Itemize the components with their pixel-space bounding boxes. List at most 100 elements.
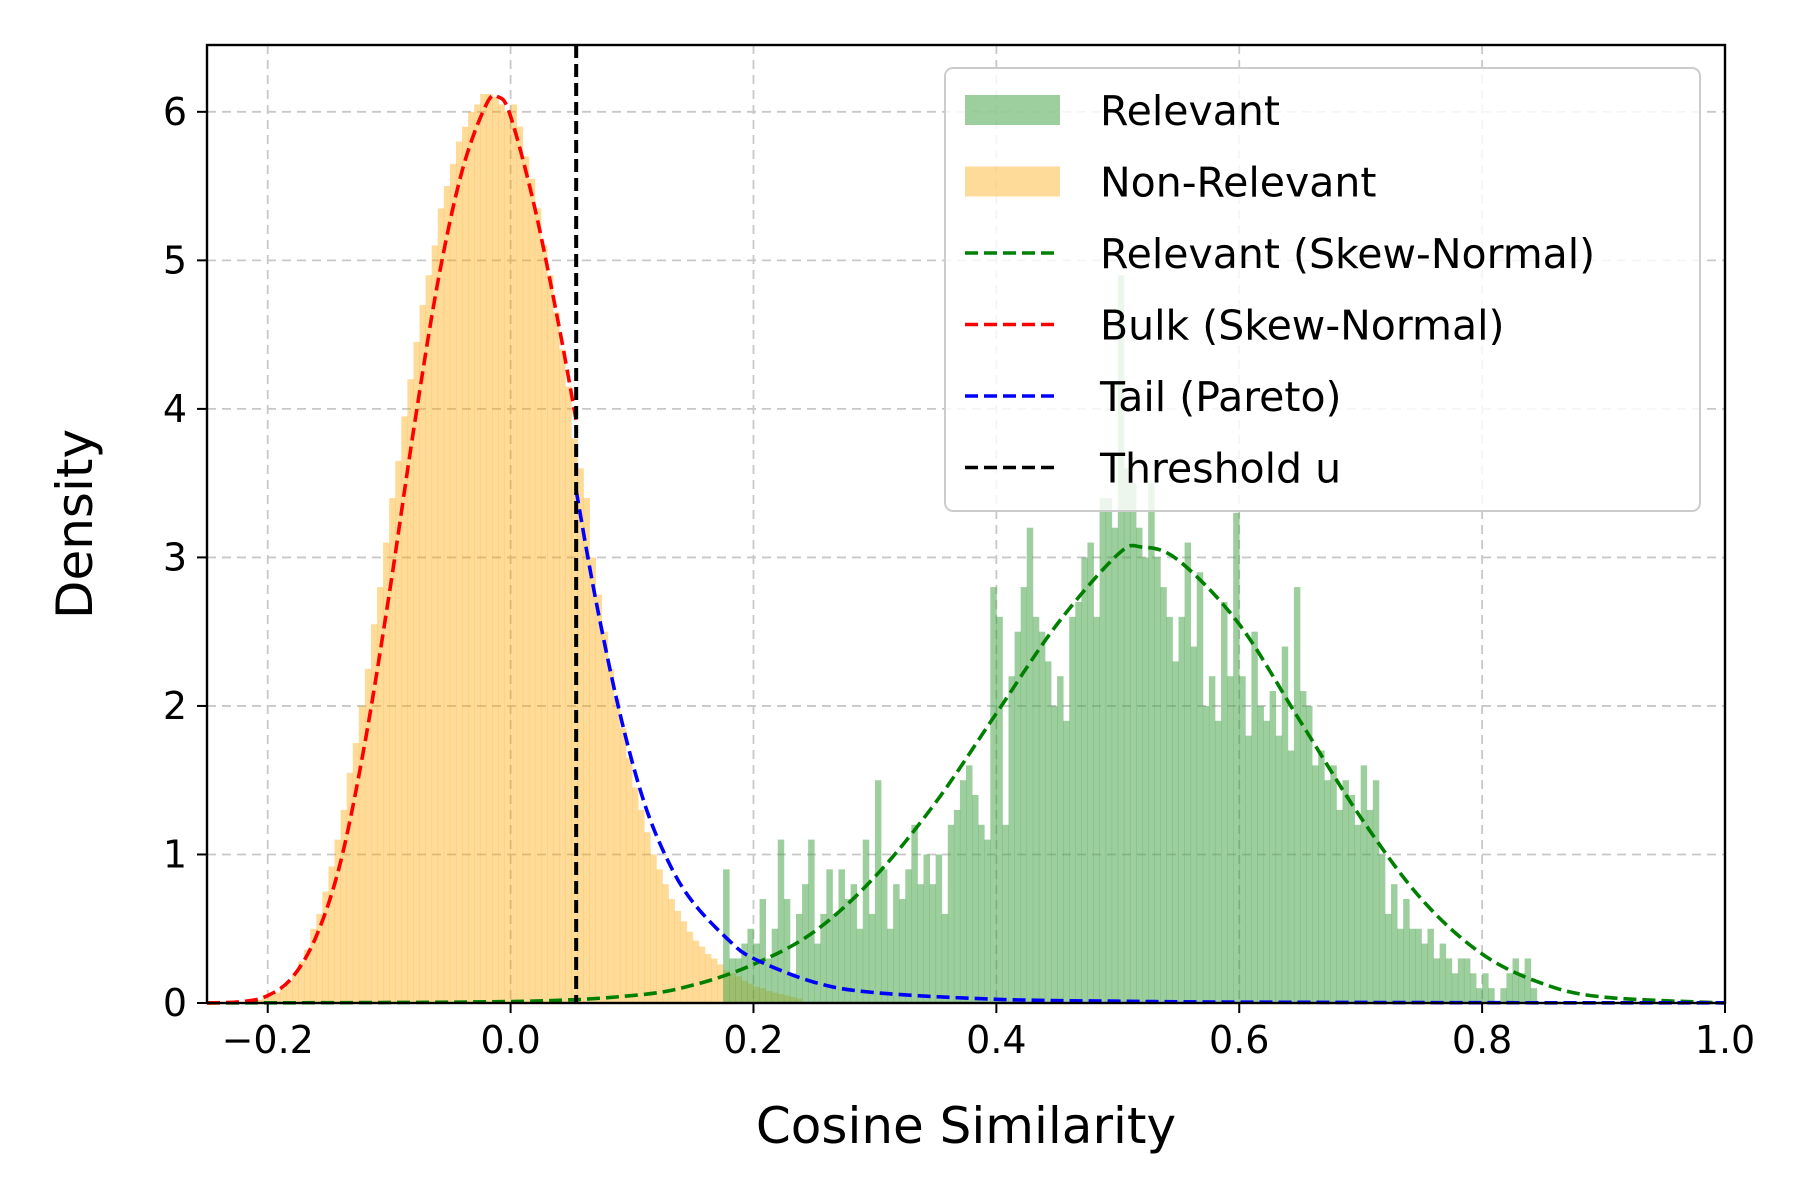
relevant-bar (1111, 527, 1119, 1003)
relevant-bar (862, 839, 870, 1003)
relevant-bar (832, 913, 839, 1003)
non-relevant-bar (455, 141, 463, 1004)
relevant-bar (1433, 958, 1441, 1003)
relevant-bar (935, 854, 943, 1003)
non-relevant-bar (553, 312, 560, 1003)
relevant-bar (1299, 691, 1307, 1003)
relevant-bar (795, 913, 803, 1003)
relevant-bar (1245, 735, 1252, 1003)
non-relevant-bar (468, 111, 475, 1003)
relevant-bar (1123, 468, 1131, 1003)
relevant-bar (783, 899, 791, 1003)
relevant-bar (753, 943, 760, 1003)
relevant-bar (984, 839, 991, 1003)
relevant-bar (1348, 795, 1356, 1003)
relevant-bar (1306, 705, 1313, 1003)
non-relevant-bar (395, 460, 402, 1003)
relevant-bar (729, 958, 736, 1003)
relevant-bar (1318, 750, 1325, 1003)
x-tick-label: 0.4 (966, 1018, 1026, 1062)
relevant-bar (838, 869, 845, 1003)
relevant-bar (1469, 973, 1477, 1003)
non-relevant-bar (540, 245, 548, 1004)
relevant-bar (802, 884, 809, 1003)
relevant-bar (874, 780, 882, 1003)
relevant-bar (789, 973, 797, 1003)
non-relevant-bar (340, 809, 348, 1003)
relevant-bar (1251, 631, 1258, 1003)
non-relevant-bar (316, 913, 323, 1003)
relevant-bar (1342, 780, 1349, 1003)
relevant-bar (850, 884, 858, 1003)
non-relevant-bar (328, 866, 335, 1003)
relevant-bar (1196, 572, 1204, 1003)
non-relevant-bar (674, 910, 682, 1003)
relevant-bar (1512, 958, 1519, 1003)
relevant-bar (1427, 928, 1434, 1003)
relevant-bar (917, 884, 924, 1003)
relevant-bar (759, 899, 767, 1003)
relevant-bar (1287, 750, 1295, 1003)
relevant-bar (1117, 275, 1125, 1003)
non-relevant-bar (358, 705, 366, 1003)
non-relevant-bar (304, 949, 311, 1003)
relevant-bar (1397, 928, 1404, 1003)
relevant-bar (1476, 988, 1483, 1003)
relevant-bar (1014, 631, 1022, 1003)
bulk-skew-normal-curve (206, 93, 578, 1005)
non-relevant-bar (583, 498, 590, 1003)
non-relevant-bar (704, 953, 712, 1003)
relevant-bar (1038, 631, 1046, 1003)
x-tick-label: 1.0 (1695, 1018, 1755, 1062)
non-relevant-bar (285, 980, 293, 1003)
non-relevant-bar (255, 1000, 263, 1003)
y-tick-label: 3 (163, 535, 187, 579)
relevant-bar (1105, 498, 1113, 1003)
relevant-bar (1366, 809, 1374, 1003)
non-relevant-bar (516, 126, 524, 1003)
non-relevant-bar (607, 668, 615, 1003)
non-relevant-bar (370, 624, 378, 1003)
relevant-bar (735, 958, 742, 1003)
legend-box (944, 67, 1701, 512)
relevant-bar (820, 913, 827, 1003)
non-relevant-bar (650, 854, 657, 1003)
relevant-bar (1148, 483, 1155, 1003)
relevant-skew-normal-curve (206, 543, 1726, 1005)
relevant-bar (765, 958, 773, 1003)
non-relevant-bar (279, 988, 287, 1003)
relevant-bar (1488, 988, 1495, 1003)
relevant-bar (1136, 527, 1143, 1003)
relevant-histogram (723, 275, 1538, 1003)
relevant-bar (1451, 973, 1459, 1003)
non-relevant-bar (310, 928, 317, 1003)
relevant-bar (868, 913, 876, 1003)
relevant-bar (1008, 676, 1015, 1003)
y-tick-label: 2 (163, 684, 187, 728)
legend-label-bulk_fit: Bulk (Skew-Normal) (1100, 302, 1504, 350)
relevant-bar (905, 869, 912, 1003)
x-axis-label: Cosine Similarity (756, 1097, 1176, 1155)
relevant-bar (1239, 676, 1246, 1003)
non-relevant-bar (656, 869, 663, 1003)
legend-label-relevant_fit: Relevant (Skew-Normal) (1100, 230, 1595, 278)
relevant-bar (1166, 616, 1173, 1003)
relevant-bar (777, 839, 785, 1003)
relevant-bar (880, 869, 888, 1003)
relevant-bar (1081, 557, 1088, 1003)
plot-frame (205, 43, 1727, 1005)
non-relevant-bar (601, 631, 609, 1003)
non-relevant-bar (522, 156, 530, 1003)
relevant-bar (844, 899, 852, 1003)
non-relevant-bar (710, 958, 718, 1003)
relevant-bar (747, 928, 754, 1003)
y-tick-label: 5 (163, 238, 187, 282)
relevant-bar (1184, 542, 1192, 1003)
non-relevant-bar (383, 542, 390, 1003)
non-relevant-bar (504, 111, 511, 1003)
y-axis-ticks: 0 1 2 3 4 5 6 (163, 90, 207, 1025)
relevant-bar (1202, 705, 1210, 1003)
relevant-bar (1057, 676, 1064, 1003)
relevant-bar (1421, 943, 1428, 1003)
relevant-bar (1032, 616, 1040, 1003)
